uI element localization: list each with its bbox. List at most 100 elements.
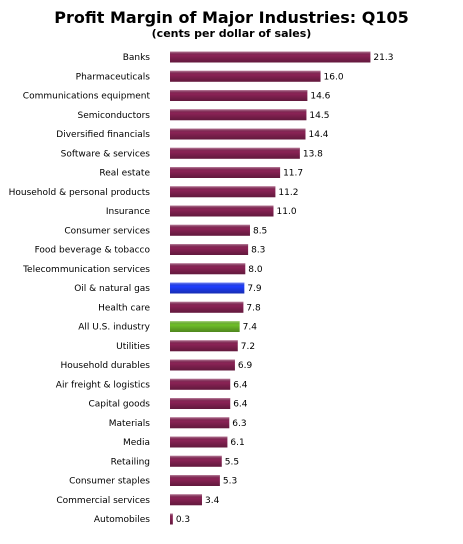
value-label: 6.1 [230,438,244,448]
category-label: Consumer services [64,226,150,236]
bar-group: Software & services 13.8 [61,147,323,159]
bar-shading [170,244,249,255]
category-label: All U.S. industry [78,323,150,333]
value-label: 14.6 [310,92,330,102]
category-label: Banks [123,53,151,63]
bar-shading [170,128,306,140]
category-label: Media [123,438,150,448]
bar-group: All U.S. industry 7.4 [78,321,257,333]
bar-group: Commercial services 3.4 [56,494,220,506]
category-label: Diversified financials [56,130,150,140]
bar-group: Semiconductors 14.5 [78,109,329,121]
value-label: 8.5 [253,226,267,236]
category-label: Materials [109,419,151,429]
bar-shading [170,378,231,390]
bar-shading [170,301,244,313]
bar-group: Retailing 5.5 [111,455,239,467]
value-label: 13.8 [303,149,323,159]
bar-shading [170,494,202,506]
bar-group: Household durables 6.9 [60,359,253,371]
chart-title: Profit Margin of Major Industries: Q105 [54,8,409,27]
bar-shading [170,417,230,429]
bar-group: Automobiles 0.3 [94,513,190,525]
value-label: 7.9 [247,284,262,294]
category-label: Telecommunication services [22,265,150,275]
category-label: Pharmaceuticals [76,72,151,82]
bar-shading [170,51,371,63]
value-label: 7.2 [241,342,255,352]
value-label: 14.5 [309,111,329,121]
bar-shading [170,475,220,486]
bar-shading [170,282,245,294]
bar-group: Consumer staples 5.3 [69,475,237,487]
bar-group: Insurance 11.0 [106,205,297,217]
bar-group: Pharmaceuticals 16.0 [76,70,344,82]
bar-shading [170,205,274,217]
bar-shading [170,321,240,332]
value-label: 8.3 [251,246,265,256]
chart-subtitle: (cents per dollar of sales) [151,27,312,40]
category-label: Communications equipment [23,92,151,102]
bar-shading [170,398,231,409]
bar-group: Diversified financials 14.4 [56,128,329,140]
value-label: 6.9 [238,361,253,371]
bar-group: Capital goods 6.4 [88,398,248,410]
category-label: Retailing [111,457,150,467]
bar-group: Telecommunication services 8.0 [22,263,263,275]
bar-shading [170,359,235,371]
value-label: 7.4 [243,323,258,333]
value-label: 6.4 [233,380,248,390]
value-label: 7.8 [246,303,261,313]
value-label: 16.0 [324,72,344,82]
bar-shading [170,263,246,275]
bar-shading [170,70,321,82]
bar-group: Utilities 7.2 [116,340,255,352]
value-label: 6.3 [232,419,246,429]
value-label: 11.2 [278,188,298,198]
bar-shading [170,224,250,236]
bar-shading [170,455,222,467]
category-label: Health care [98,303,150,313]
bar-shading [170,513,173,525]
bar-group: Household & personal products 11.2 [9,186,298,198]
bar-shading [170,147,300,159]
bar-group: Oil & natural gas 7.9 [74,282,262,294]
category-label: Automobiles [94,515,150,525]
value-label: 3.4 [205,496,220,506]
value-label: 11.7 [283,169,303,179]
category-label: Air freight & logistics [56,380,150,390]
bar-group: Air freight & logistics 6.4 [56,378,248,390]
bar-shading [170,340,238,352]
value-label: 6.4 [233,400,248,410]
value-label: 14.4 [308,130,328,140]
value-label: 8.0 [248,265,263,275]
category-label: Real estate [99,169,150,179]
category-label: Consumer staples [69,477,150,487]
bar-group: Real estate 11.7 [99,167,303,179]
bar-group: Banks 21.3 [123,51,393,63]
bar-group: Media 6.1 [123,436,245,448]
category-label: Software & services [61,149,151,159]
category-label: Household & personal products [9,188,151,198]
value-label: 5.5 [225,457,239,467]
bar-group: Materials 6.3 [109,417,247,429]
category-label: Insurance [106,207,151,217]
bar-group: Consumer services 8.5 [64,224,267,236]
bar-group: Food beverage & tobacco 8.3 [35,244,265,256]
category-label: Utilities [116,342,150,352]
bar-shading [170,167,281,178]
bar-group: Health care 7.8 [98,301,261,313]
bar-shading [170,109,307,121]
bar-group: Communications equipment 14.6 [23,90,331,102]
category-label: Food beverage & tobacco [35,246,151,256]
bar-shading [170,90,308,101]
category-label: Commercial services [56,496,150,506]
value-label: 5.3 [223,477,237,487]
bar-shading [170,436,228,448]
category-label: Capital goods [88,400,150,410]
value-label: 11.0 [277,207,297,217]
category-label: Oil & natural gas [74,284,150,294]
bar-shading [170,186,276,198]
